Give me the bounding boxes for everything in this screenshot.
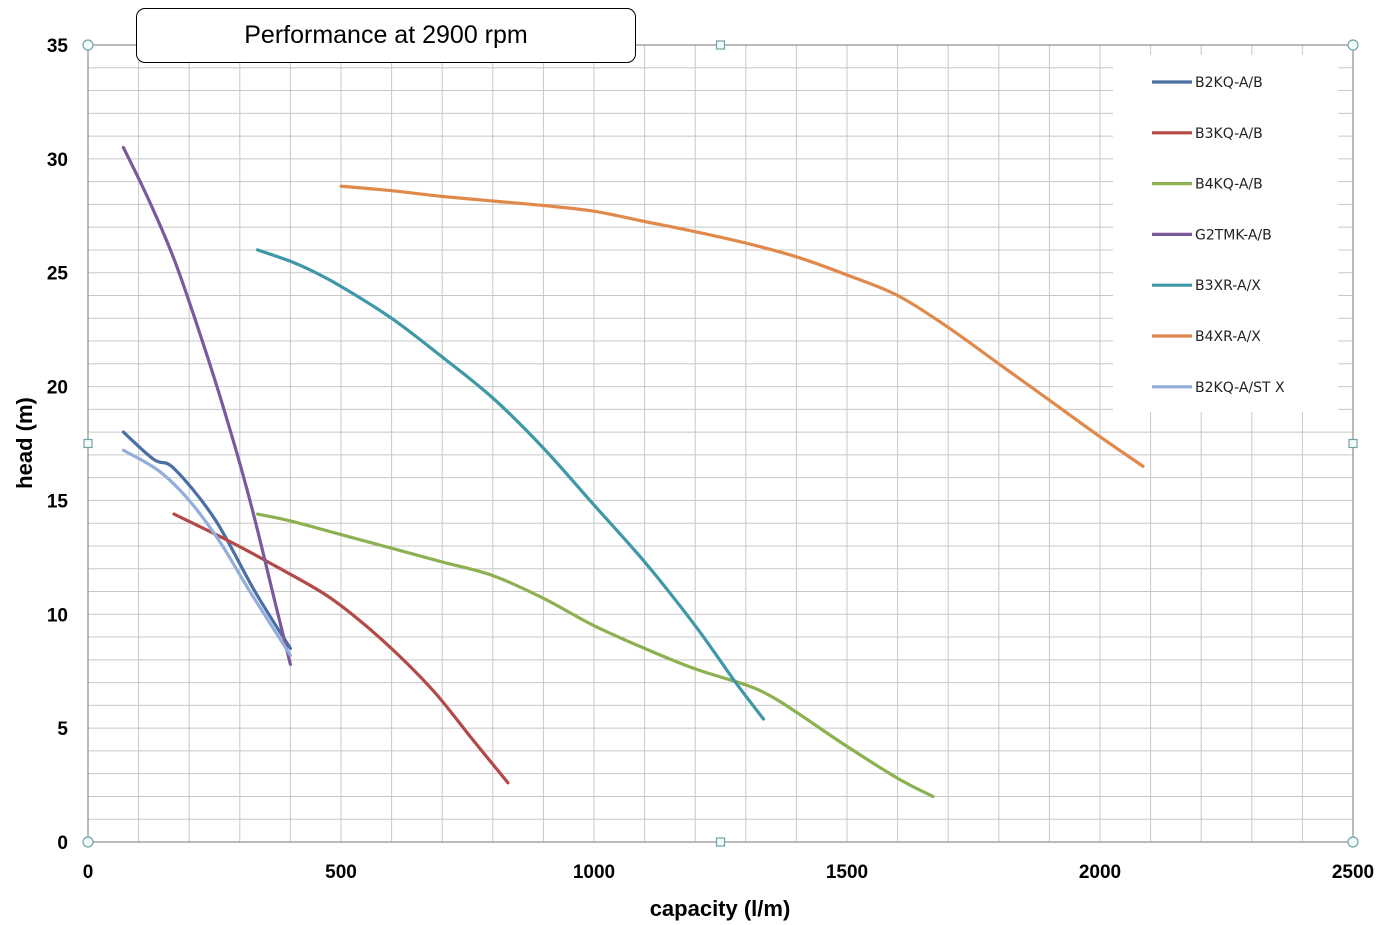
y-tick-label: 25 [47, 264, 69, 285]
y-tick-label: 10 [47, 605, 68, 626]
series-line-4 [121, 145, 292, 666]
legend-label: B4KQ-A/B [1195, 177, 1263, 193]
y-tick-label: 0 [57, 833, 68, 854]
x-tick-label: 0 [83, 862, 94, 883]
legend: B2KQ-A/B B3KQ-A/B B4KQ-A/B G2TMK-A/B B3XR-A/… [1152, 75, 1285, 396]
x-tick-label: 1500 [826, 862, 868, 883]
x-axis-title: capacity (l/m) [650, 896, 791, 921]
series-lines [121, 145, 1145, 799]
x-tick-label: 2000 [1079, 862, 1121, 883]
legend-label: G2TMK-A/B [1195, 227, 1272, 243]
side-handle[interactable] [83, 438, 93, 449]
x-tick-label: 500 [325, 862, 357, 883]
series-line-3 [255, 512, 935, 799]
corner-handle[interactable] [1347, 836, 1359, 848]
legend-background [1113, 55, 1338, 412]
y-axis-title: head (m) [12, 397, 37, 489]
legend-label: B3XR-A/X [1195, 278, 1261, 294]
side-handle[interactable] [1348, 438, 1358, 449]
series-line-2 [172, 512, 510, 785]
y-tick-label: 15 [47, 491, 69, 512]
series-line-6 [339, 184, 1145, 468]
x-tick-label: 2500 [1332, 862, 1374, 883]
corner-handle[interactable] [82, 39, 94, 51]
chart-title: Performance at 2900 rpm [136, 8, 636, 63]
corner-handle[interactable] [82, 836, 94, 848]
y-tick-label: 20 [47, 378, 68, 399]
tick-labels: 0 500 1000 1500 2000 2500 0 5 10 15 20 25 30 35 [47, 36, 1374, 883]
series-line-7 [121, 448, 292, 657]
chart-title-text: Performance at 2900 rpm [244, 21, 528, 49]
series-line-5 [255, 248, 766, 721]
legend-label: B2KQ-A/B [1195, 75, 1263, 91]
side-handle[interactable] [715, 837, 726, 847]
y-tick-label: 35 [47, 36, 69, 57]
series-line-1 [121, 430, 292, 650]
legend-label: B2KQ-A/ST X [1195, 380, 1285, 396]
side-handle[interactable] [715, 40, 726, 50]
legend-label: B4XR-A/X [1195, 329, 1261, 345]
x-tick-label: 1000 [573, 862, 615, 883]
y-tick-label: 5 [57, 719, 68, 740]
selection-handles [82, 39, 1359, 848]
corner-handle[interactable] [1347, 39, 1359, 51]
y-tick-label: 30 [47, 150, 68, 171]
legend-label: B3KQ-A/B [1195, 126, 1263, 142]
